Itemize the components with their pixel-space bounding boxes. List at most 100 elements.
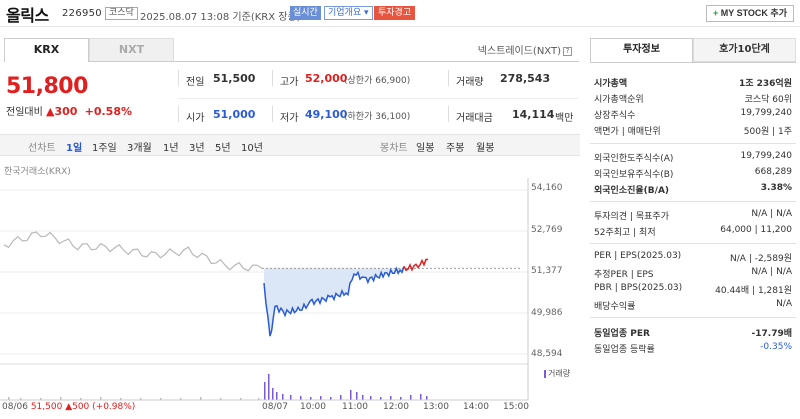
volume-bar [160,398,162,400]
volume-bar [290,395,292,400]
volume-bar [140,398,142,400]
line-chart-label[interactable]: 선차트 [28,143,56,154]
tab-investment-info[interactable]: 투자정보 [590,38,693,62]
volume-bar [200,397,202,400]
tab-krx[interactable]: KRX [4,38,89,62]
info-value: N/A | N/A [751,267,792,277]
tab-orderbook[interactable]: 호가10단계 [693,38,796,62]
help-icon[interactable]: ? [563,46,572,56]
x-tick-label: 08/07 [262,402,288,412]
period-10y[interactable]: 10년 [241,143,263,154]
tab-nxt[interactable]: NXT [89,38,174,62]
info-value: 40.44배 | 1,281원 [715,286,792,296]
divider [178,70,179,86]
x-tick-label: 11:00 [342,402,368,412]
lower-limit: (하한가 36,100) [344,112,411,122]
volume-bar [370,396,372,400]
current-price: 51,800 [6,74,88,99]
info-key: 배당수익률 [594,302,636,312]
info-key: PBR | BPS(2025.03) [594,283,683,293]
info-row: 동일업종 등락률 -0.35% [594,342,792,355]
volume-bar [20,398,22,400]
volume-bar [300,396,302,400]
foot-date: 08/06 [2,402,28,412]
info-row: 액면가 | 매매단위 500원 | 1주 [594,124,792,137]
info-row: 투자의견 | 목표주가 N/A | N/A [594,209,792,222]
period-5y[interactable]: 5년 [215,143,231,154]
divider [590,143,796,144]
info-row: 외국인한도주식수(A) 19,799,240 [594,151,792,164]
volume-bar [310,397,312,400]
info-key: 외국인소진율(B/A) [594,186,670,196]
candle-monthly[interactable]: 월봉 [476,143,495,154]
volume-bar [400,397,402,400]
y-tick-label: 48,594 [531,349,563,359]
volume-bar [426,396,428,400]
foot-change: ▲500 (+0.98%) [65,402,136,412]
period-1d[interactable]: 1일 [66,143,83,154]
series-line-today-up [403,258,428,272]
price-change: 전일대비 ▲300 +0.58% [6,103,132,118]
change-percent: +0.58% [84,105,133,118]
volume-bar [330,397,332,400]
realtime-tag[interactable]: 실시간 [290,6,321,20]
period-3m[interactable]: 3개월 [127,143,152,154]
chart-period-bar: 선차트 1일 1주일 3개월 1년 3년 5년 10년 봉차트 일봉 주봉 월봉 [0,134,580,156]
period-1y[interactable]: 1년 [163,143,179,154]
open-label: 시가 [186,113,205,124]
amount-label: 거래대금 [456,113,493,124]
divider [590,243,796,244]
x-tick-label: 12:00 [383,402,409,412]
info-row: 추정PER | EPS N/A | N/A [594,267,792,280]
divider [178,106,179,122]
upper-limit: (상한가 66,900) [344,76,411,86]
volume-bars [8,374,428,400]
y-tick-label: 51,377 [531,266,563,276]
info-value: 19,799,240 [740,108,792,118]
x-tick-label: 10:00 [300,402,326,412]
candle-weekly[interactable]: 주봉 [446,143,465,154]
info-key: 시가총액 [594,79,628,89]
info-row: 배당수익률 N/A [594,299,792,312]
plus-icon: + [712,8,719,18]
low-value: 49,100 [305,108,348,121]
nxt-link[interactable]: 넥스트레이드(NXT)? [478,42,572,57]
info-value: N/A | -2,589원 [730,254,792,264]
chart-area-fill [264,268,428,337]
volume-bar [390,396,392,400]
info-row: PBR | BPS(2025.03) 40.44배 | 1,281원 [594,283,792,296]
info-row: 외국인소진율(B/A) 3.38% [594,183,792,196]
info-row: 52주최고 | 최저 64,000 | 11,200 [594,225,792,238]
high-value: 52,000 [305,72,348,85]
volume-value: 278,543 [500,72,551,85]
up-arrow-icon: ▲ [46,105,55,118]
change-value: 300 [54,105,78,118]
period-3y[interactable]: 3년 [189,143,205,154]
candle-chart-label[interactable]: 봉차트 [380,143,408,154]
info-key: 투자의견 | 목표주가 [594,212,669,222]
info-value: 코스닥 60위 [744,95,792,105]
divider [590,201,796,202]
volume-bar [120,398,122,400]
volume-bar [340,395,342,400]
info-value: 3.38% [760,183,792,193]
info-key: 외국인한도주식수(A) [594,154,674,164]
volume-bar [272,388,274,400]
divider [272,70,273,86]
volume-label: 거래량 [456,77,484,88]
low-label: 저가 [280,113,299,124]
period-1w[interactable]: 1주일 [92,143,117,154]
volume-bar [80,398,82,400]
volume-bar [100,397,102,400]
y-tick-label: 54,160 [531,183,563,193]
add-mystock-button[interactable]: + MY STOCK 추가 [705,5,794,22]
candle-daily[interactable]: 일봉 [416,143,435,154]
volume-legend: 거래량 [544,368,570,379]
stock-name: 올릭스 [6,6,49,25]
volume-bar [356,392,358,400]
exchange-label: 한국거래소(KRX) [4,167,71,177]
exchange-tabs: KRX NXT [4,38,174,62]
company-info-dropdown[interactable]: 기업개요 ▾ [324,6,373,20]
foot-price: 51,500 [30,402,63,412]
stock-code: 226950 [62,8,102,19]
